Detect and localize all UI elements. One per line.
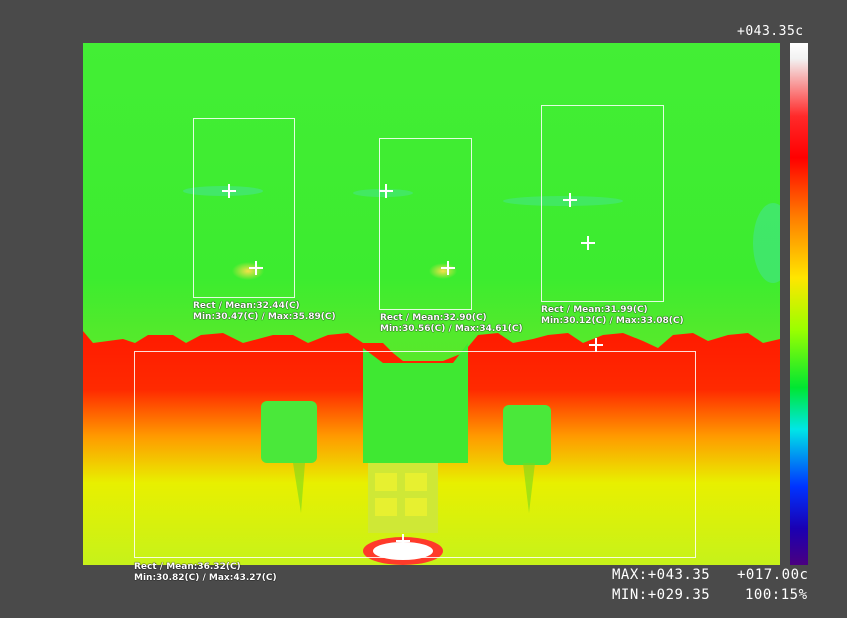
thermal-image[interactable]: Rect / Mean:32.44(C) Min:30.47(C) / Max:…: [83, 43, 780, 565]
crosshair-icon: [441, 261, 455, 275]
roi-rect-2[interactable]: [379, 138, 472, 310]
crosshair-icon: [581, 236, 595, 250]
roi-1-label: Rect / Mean:32.44(C) Min:30.47(C) / Max:…: [193, 301, 336, 323]
roi-1-range: Min:30.47(C) / Max:35.89(C): [193, 312, 336, 322]
crosshair-icon: [379, 184, 393, 198]
roi-2-label: Rect / Mean:32.90(C) Min:30.56(C) / Max:…: [380, 313, 523, 335]
roi-4-range: Min:30.82(C) / Max:43.27(C): [134, 573, 277, 583]
level-readout: 100:15%: [745, 587, 808, 603]
min-readout: MIN:+029.35: [612, 587, 711, 603]
roi-2-range: Min:30.56(C) / Max:34.61(C): [380, 324, 523, 334]
roi-1-mean: Rect / Mean:32.44(C): [193, 301, 300, 311]
crosshair-icon: [396, 534, 410, 548]
scale-max-value: +043.35c: [737, 24, 804, 39]
roi-rect-3[interactable]: [541, 105, 664, 302]
thermal-heatmap: [83, 186, 780, 565]
crosshair-icon: [222, 184, 236, 198]
crosshair-icon: [249, 261, 263, 275]
roi-rect-4[interactable]: [134, 351, 696, 558]
span-readout: +017.00c: [737, 567, 809, 583]
max-readout: MAX:+043.35: [612, 567, 711, 583]
roi-rect-1[interactable]: [193, 118, 295, 298]
crosshair-icon: [589, 338, 603, 352]
crosshair-icon: [563, 193, 577, 207]
roi-4-label: Rect / Mean:36.32(C) Min:30.82(C) / Max:…: [134, 562, 277, 584]
roi-3-range: Min:30.12(C) / Max:33.08(C): [541, 316, 684, 326]
roi-4-mean: Rect / Mean:36.32(C): [134, 562, 241, 572]
roi-2-mean: Rect / Mean:32.90(C): [380, 313, 487, 323]
roi-3-label: Rect / Mean:31.99(C) Min:30.12(C) / Max:…: [541, 305, 684, 327]
color-scale-bar: [790, 43, 808, 565]
roi-3-mean: Rect / Mean:31.99(C): [541, 305, 648, 315]
